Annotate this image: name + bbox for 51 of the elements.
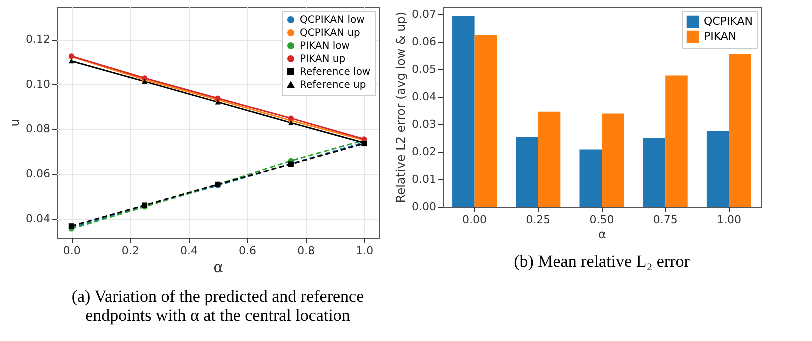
y-axis-title: u [8, 119, 22, 127]
bar [729, 54, 752, 207]
x-tick-label: 1.00 [716, 214, 742, 226]
y-tick-label: 0.05 [412, 62, 436, 76]
point [288, 120, 294, 126]
x-tick-label: 0.0 [63, 244, 81, 258]
bar [538, 112, 561, 207]
legend-label: QCPIKAN up [300, 28, 360, 39]
text: (a) Variation of the predicted and reference endpoints with α at the central location [72, 287, 364, 325]
legend-label: PIKAN up [300, 54, 346, 65]
x-tick-label: 0.4 [180, 244, 198, 258]
y-tick-label: 0.06 [26, 168, 50, 181]
x-tick-label: 0.75 [653, 214, 678, 226]
y-tick-label: 0.00 [412, 200, 436, 214]
bar [580, 150, 602, 207]
y-tick-label: 0.07 [412, 8, 436, 21]
y-axis-title: Relative L2 error (avg low & up) [394, 12, 408, 204]
legend-label: QCPIKAN [704, 15, 753, 28]
legend-label: PIKAN [704, 30, 737, 43]
y-tick-label: 0.08 [26, 122, 50, 136]
y-tick-label: 0.04 [26, 212, 50, 226]
x-tick-label: 0.6 [239, 244, 257, 258]
legend-label: Reference up [300, 80, 366, 91]
legend-label: QCPIKAN low [300, 15, 365, 26]
y-tick-label: 0.02 [412, 145, 436, 158]
bar [602, 114, 624, 207]
x-tick-label: 0.8 [298, 244, 316, 258]
bar [474, 35, 498, 207]
x-tick-label: 0.2 [122, 244, 140, 258]
y-tick-label: 0.06 [412, 35, 436, 48]
x-tick-label: 0.00 [462, 214, 488, 226]
text: (b) Mean relative L₂ error [514, 252, 690, 271]
bar [666, 76, 688, 207]
y-tick-label: 0.04 [412, 90, 436, 104]
y-tick-label: 0.01 [412, 172, 436, 186]
bar [643, 138, 666, 207]
legend-label: PIKAN low [300, 41, 350, 52]
y-tick-label: 0.10 [26, 78, 50, 91]
bar [452, 16, 475, 207]
y-tick-label: 0.12 [26, 33, 50, 46]
point [215, 100, 221, 105]
y-tick-label: 0.03 [412, 118, 436, 131]
point [68, 58, 74, 64]
x-tick-label: 0.50 [590, 214, 614, 226]
x-axis-title: α [598, 228, 607, 242]
bar [516, 137, 538, 207]
bar [706, 131, 730, 207]
x-axis-title: α [214, 258, 224, 276]
x-tick-label: 1.0 [356, 244, 374, 258]
legend-label: Reference low [300, 67, 371, 78]
x-tick-label: 0.25 [526, 214, 551, 226]
